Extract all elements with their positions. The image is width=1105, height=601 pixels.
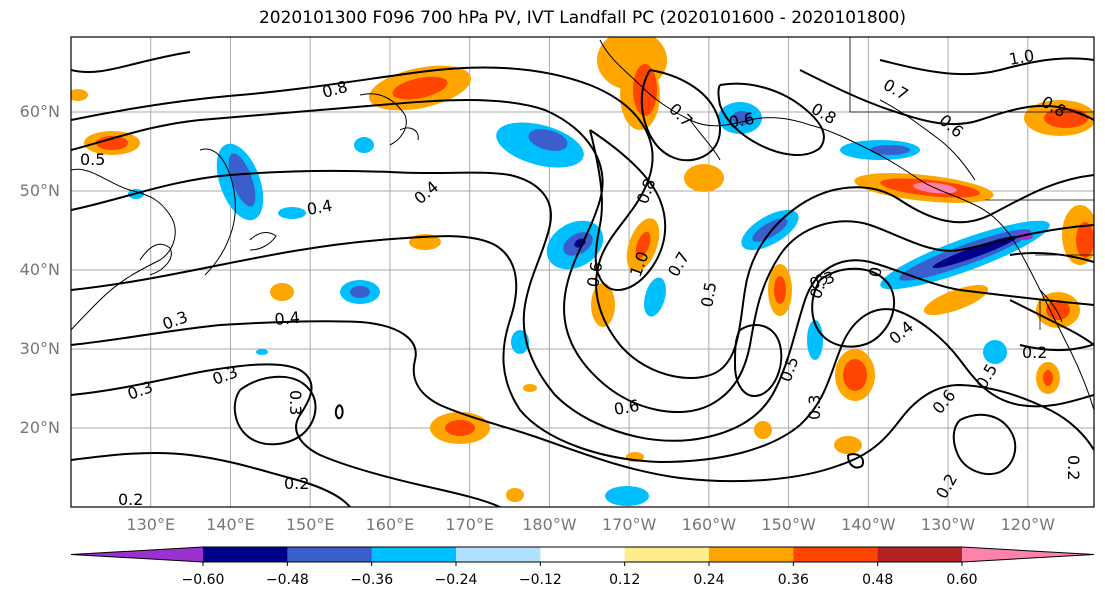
pv-contours (71, 51, 1094, 507)
contour-label: 0.3 (286, 390, 305, 415)
colorbar-tick-label: −0.48 (265, 572, 309, 588)
latitude-label: 20°N (19, 418, 60, 437)
colorbar-tick-label: −0.24 (434, 572, 478, 588)
latitude-label: 60°N (19, 102, 60, 122)
contour-label: 0.3 (805, 395, 824, 420)
longitude-label: 180°W (522, 515, 577, 534)
colorbar-extend-max (962, 547, 1094, 562)
contour-label: 0.6 (583, 260, 606, 288)
contour-label: 0.2 (284, 474, 309, 493)
latitude-label: 50°N (19, 181, 60, 201)
colorbar-swatch (287, 547, 373, 562)
contour-label: 0.4 (305, 196, 333, 219)
latitude-label: 40°N (19, 260, 60, 280)
colorbar-tick-label: −0.36 (350, 572, 394, 588)
colorbar-tick-label: 0.60 (946, 572, 978, 588)
longitude-label: 170°W (601, 515, 657, 534)
longitude-label: 120°W (1000, 515, 1055, 534)
colorbar-swatch (793, 547, 879, 562)
colorbar-swatch (624, 547, 710, 562)
longitude-label: 130°W (920, 515, 976, 534)
colorbar-swatch (371, 547, 457, 562)
contour-label: 0.4 (274, 308, 301, 329)
colorbar-swatch (540, 547, 626, 562)
longitude-label: 160°W (681, 515, 737, 534)
colorbar-tick-label: 0.24 (693, 572, 725, 588)
contour-label: 0.2 (1022, 343, 1047, 362)
contour-label: 0.2 (118, 490, 143, 509)
longitude-label: 130°E (126, 515, 176, 534)
colorbar-swatch (709, 547, 794, 562)
contour-label: 0.6 (612, 396, 640, 419)
contour-label: 0 (865, 265, 885, 278)
longitude-label: 140°W (841, 515, 896, 534)
contour-label: 0.5 (80, 150, 105, 169)
colorbar-tick-label: 0.36 (777, 572, 809, 588)
colorbar-tick-label: −0.60 (181, 572, 225, 588)
contour-label: 1.0 (1007, 46, 1035, 69)
pv-shading (71, 37, 1094, 506)
longitude-label: 140°E (206, 515, 255, 534)
positive-anomaly (71, 37, 1094, 502)
colorbar-tick-label: 0.48 (862, 572, 894, 588)
plot-title: 2020101300 F096 700 hPa PV, IVT Landfall… (258, 8, 906, 28)
longitude-label: 150°E (285, 515, 335, 534)
longitude-label: 160°E (365, 515, 415, 534)
colorbar-swatch (877, 547, 963, 562)
colorbar-tick-label: 0.12 (609, 572, 641, 588)
longitude-label: 150°W (761, 515, 816, 534)
boundaries (849, 37, 1094, 330)
map-frame (70, 36, 1095, 508)
contour-label: 0.6 (727, 109, 755, 132)
contour-label: 0.5 (697, 280, 720, 308)
contour-label: 0.2 (1064, 455, 1083, 480)
colorbar-tick-label: −0.12 (518, 572, 562, 588)
colorbar-swatch (203, 547, 288, 562)
colorbar-swatch (456, 547, 541, 562)
latitude-label: 30°N (19, 339, 60, 359)
colorbar-extend-min (71, 547, 203, 562)
longitude-label: 170°E (445, 515, 494, 534)
